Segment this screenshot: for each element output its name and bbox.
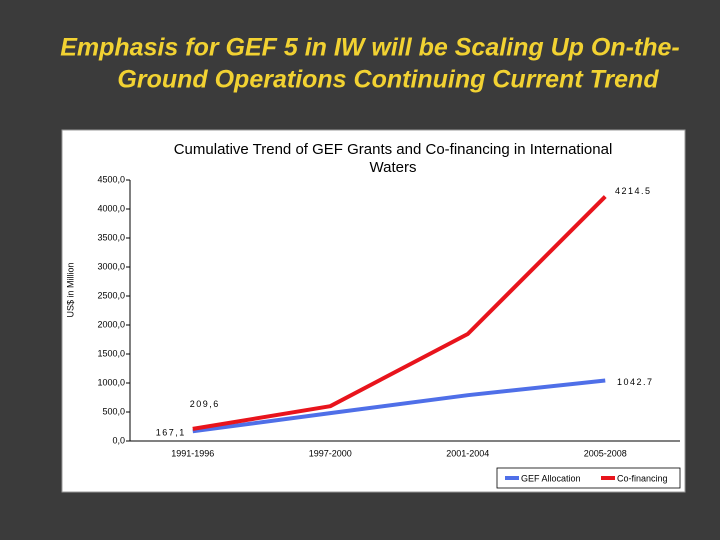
slide-title: Emphasis for GEF 5 in IW will be Scaling… [60,34,680,62]
y-tick-label: 1500,0 [97,348,125,358]
y-tick-label: 1000,0 [97,377,125,387]
y-tick-label: 2000,0 [97,319,125,329]
series-line [192,378,606,434]
x-tick-label: 2005-2008 [584,448,627,458]
slide-title: Ground Operations Continuing Current Tre… [117,66,659,94]
legend-label: GEF Allocation [521,473,581,483]
y-tick-label: 4500,0 [97,174,125,184]
x-tick-label: 1991-1996 [171,448,214,458]
legend [496,467,681,489]
chart-title: Cumulative Trend of GEF Grants and Co-fi… [174,141,613,158]
chart-title: Waters [370,159,417,176]
y-tick-label: 500,0 [102,406,125,416]
y-tick-label: 4000,0 [97,203,125,213]
y-tick-label: 0,0 [112,435,125,445]
data-label: 209,6 [190,399,220,409]
y-axis-label: US$ in Million [65,262,75,317]
y-tick-label: 3000,0 [97,261,125,271]
y-tick-label: 3500,0 [97,232,125,242]
chart-area [61,129,686,493]
data-label: 167,1 [156,428,186,438]
x-tick-label: 2001-2004 [446,448,489,458]
legend-label: Co-financing [617,473,668,483]
data-label: 4214.5 [615,186,652,196]
series-line [192,195,607,431]
x-tick-label: 1997-2000 [309,448,352,458]
data-label: 1042.7 [617,377,654,387]
y-tick-label: 2500,0 [97,290,125,300]
